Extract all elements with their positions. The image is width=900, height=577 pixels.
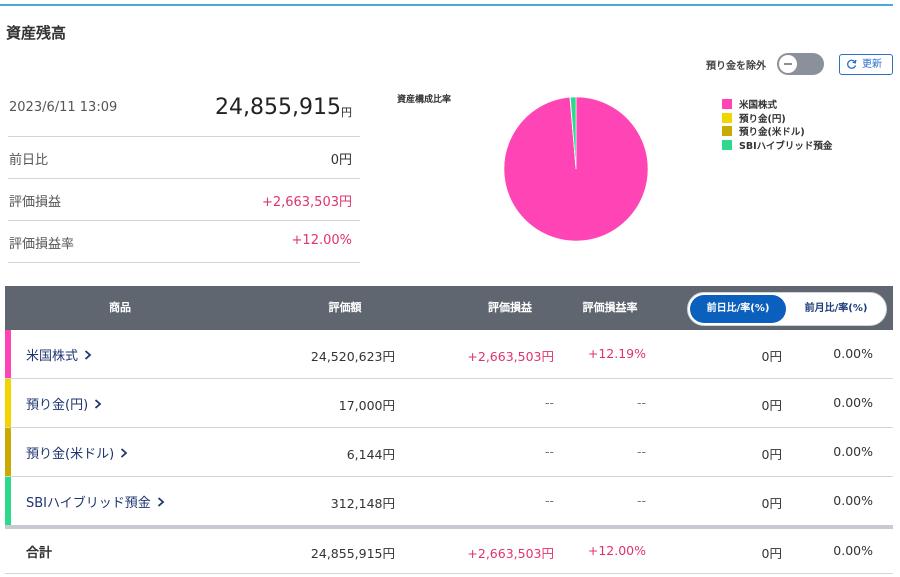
column-header: 評価損益率: [582, 301, 638, 314]
row-rule: [5, 573, 893, 574]
cell: --: [544, 493, 554, 508]
cell: 0円: [761, 496, 782, 511]
row-rule: [5, 378, 893, 379]
chevron: [95, 399, 102, 409]
row-rule: [5, 427, 893, 428]
column-header: 商品: [109, 301, 131, 314]
row-rule: [5, 476, 893, 477]
cell: 0円: [761, 349, 782, 364]
cell: --: [544, 444, 554, 459]
legend-label: 預り金(米ドル): [739, 127, 805, 138]
column-header: 評価損益: [488, 301, 532, 314]
summary-value: 0円: [330, 153, 352, 168]
total-cell: +2,663,503円: [467, 546, 554, 561]
toggle-switch[interactable]: [777, 53, 824, 75]
product-link[interactable]: 預り金(円): [26, 394, 102, 413]
total-cell: 24,855,915円: [310, 546, 395, 561]
chevron: [84, 350, 92, 360]
cell: 0円: [761, 447, 782, 462]
product-link[interactable]: SBIハイブリッド預金: [26, 492, 165, 511]
row-color-bar: [5, 428, 11, 476]
legend-label: 預り金(円): [739, 113, 786, 125]
summary-rule: [8, 262, 360, 263]
summary-label: 評価損益: [9, 195, 62, 210]
chart-title: 資産構成比率: [397, 95, 452, 105]
cell: --: [636, 493, 646, 508]
cell: 24,520,623円: [310, 349, 395, 364]
row-rule: [5, 525, 893, 529]
legend-swatch: [722, 99, 732, 109]
legend-swatch: [722, 139, 732, 150]
total-label: 合計: [26, 546, 53, 561]
total-cell: 0円: [761, 546, 782, 561]
total-cell: 0.00%: [833, 543, 873, 558]
cell: 0.00%: [833, 346, 873, 361]
product-link[interactable]: 預り金(米ドル): [26, 443, 128, 462]
total-value: 24,855,915: [215, 95, 341, 120]
tab-active[interactable]: 前日比/率(%): [690, 295, 786, 323]
summary-value: +12.00%: [291, 233, 352, 248]
cell: 0.00%: [833, 493, 873, 508]
cell: 0.00%: [833, 444, 873, 459]
top-rule: [0, 4, 893, 6]
summary-rule: [8, 220, 360, 221]
row-color-bar: [5, 477, 11, 525]
cell: 312,148円: [330, 496, 395, 511]
legend-label: 米国株式: [739, 100, 778, 111]
pie-chart: [503, 96, 649, 242]
summary-value: +2,663,503円: [261, 195, 352, 210]
cell: +2,663,503円: [467, 349, 554, 364]
cell: --: [636, 444, 646, 459]
cell: --: [544, 395, 554, 410]
timestamp: 2023/6/11 13:09: [9, 100, 118, 115]
tab[interactable]: 前月比/率(%): [804, 303, 868, 314]
chevron: [121, 448, 128, 458]
total-unit: 円: [341, 106, 352, 119]
cell: +12.19%: [587, 346, 646, 361]
row-color-bar: [5, 379, 11, 427]
summary-label: 評価損益率: [9, 237, 75, 252]
summary-rule: [8, 178, 360, 179]
total-cell: +12.00%: [587, 543, 646, 558]
cell: --: [636, 395, 646, 410]
legend-swatch: [722, 126, 732, 136]
row-color-bar: [5, 330, 11, 378]
summary-label: 前日比: [9, 153, 49, 168]
cell: 6,144円: [346, 447, 395, 462]
toggle-label: 預り金を除外: [706, 61, 766, 72]
summary-rule: [8, 136, 360, 137]
pie-slice: [569, 96, 577, 170]
period-tabs: 前日比/率(%) 前月比/率(%): [687, 292, 887, 326]
product-link[interactable]: 米国株式: [26, 345, 92, 364]
page-title: 資産残高: [6, 24, 67, 42]
cell: 0円: [761, 398, 782, 413]
cell: 17,000円: [338, 398, 395, 413]
refresh-icon: [847, 59, 857, 69]
legend-swatch: [722, 112, 732, 123]
chevron: [157, 497, 165, 507]
legend-label: SBIハイブリッド預金: [739, 140, 833, 152]
cell: 0.00%: [833, 395, 873, 410]
refresh-label: 更新: [862, 59, 882, 70]
refresh-button[interactable]: 更新: [839, 54, 893, 75]
column-header: 評価額: [328, 301, 362, 314]
